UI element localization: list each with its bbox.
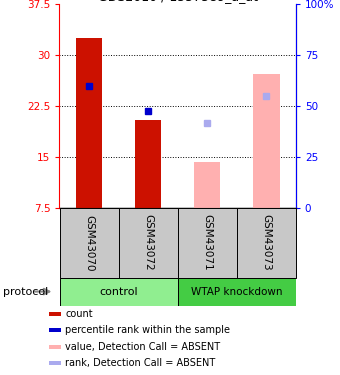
Bar [59,208,119,278]
Text: percentile rank within the sample: percentile rank within the sample [65,325,230,335]
Bar [177,208,237,278]
Bar [49,345,61,349]
Text: WTAP knockdown: WTAP knockdown [191,286,283,297]
Text: GSM43071: GSM43071 [202,214,212,271]
Bar [135,120,162,208]
Text: protocol: protocol [3,286,49,297]
Text: GSM43072: GSM43072 [143,214,153,271]
Bar [177,278,296,306]
Text: GSM43070: GSM43070 [84,214,94,271]
Title: GDS2010 / 1557589_a_at: GDS2010 / 1557589_a_at [98,0,258,3]
Bar [253,74,279,208]
Bar [49,312,61,316]
Bar [194,162,220,208]
Text: rank, Detection Call = ABSENT: rank, Detection Call = ABSENT [65,358,215,368]
Bar [49,361,61,365]
Bar [49,328,61,332]
Bar [59,278,177,306]
Bar [76,38,102,208]
Bar [237,208,296,278]
Text: count: count [65,309,93,319]
Bar [119,208,177,278]
Text: GSM43073: GSM43073 [261,214,271,271]
Text: control: control [99,286,138,297]
Text: value, Detection Call = ABSENT: value, Detection Call = ABSENT [65,342,220,352]
